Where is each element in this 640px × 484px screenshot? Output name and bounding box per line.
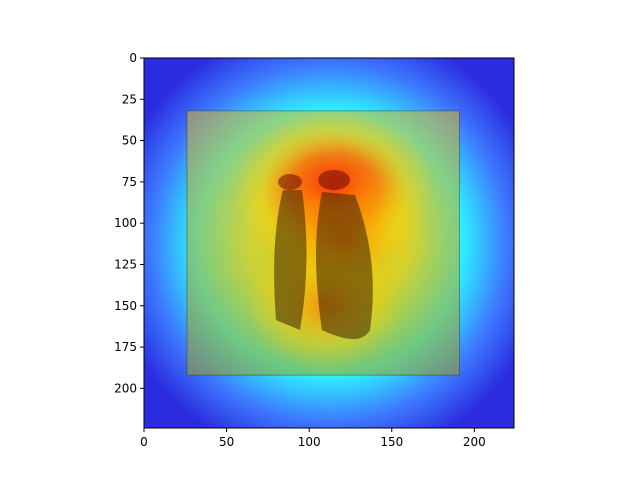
- x-tick-label: 50: [219, 435, 234, 449]
- y-tick-label: 75: [122, 175, 137, 189]
- x-tick-label: 0: [140, 435, 148, 449]
- y-tick-label: 150: [114, 299, 137, 313]
- y-tick-label: 50: [122, 134, 137, 148]
- x-tick-label: 100: [298, 435, 321, 449]
- heatmap-image: [144, 58, 514, 428]
- y-axis: 0 25 50 75 100 125 150 175 200: [114, 51, 144, 395]
- y-tick-label: 175: [114, 340, 137, 354]
- y-tick-label: 100: [114, 216, 137, 230]
- x-tick-label: 200: [463, 435, 486, 449]
- plot-frame: [143, 57, 515, 429]
- x-axis: 0 50 100 150 200: [140, 428, 486, 449]
- y-tick-label: 0: [129, 51, 137, 65]
- y-tick-label: 125: [114, 257, 137, 271]
- x-tick-label: 150: [380, 435, 403, 449]
- y-tick-label: 25: [122, 92, 137, 106]
- figure-silhouette: [274, 170, 373, 339]
- y-tick-label: 200: [114, 381, 137, 395]
